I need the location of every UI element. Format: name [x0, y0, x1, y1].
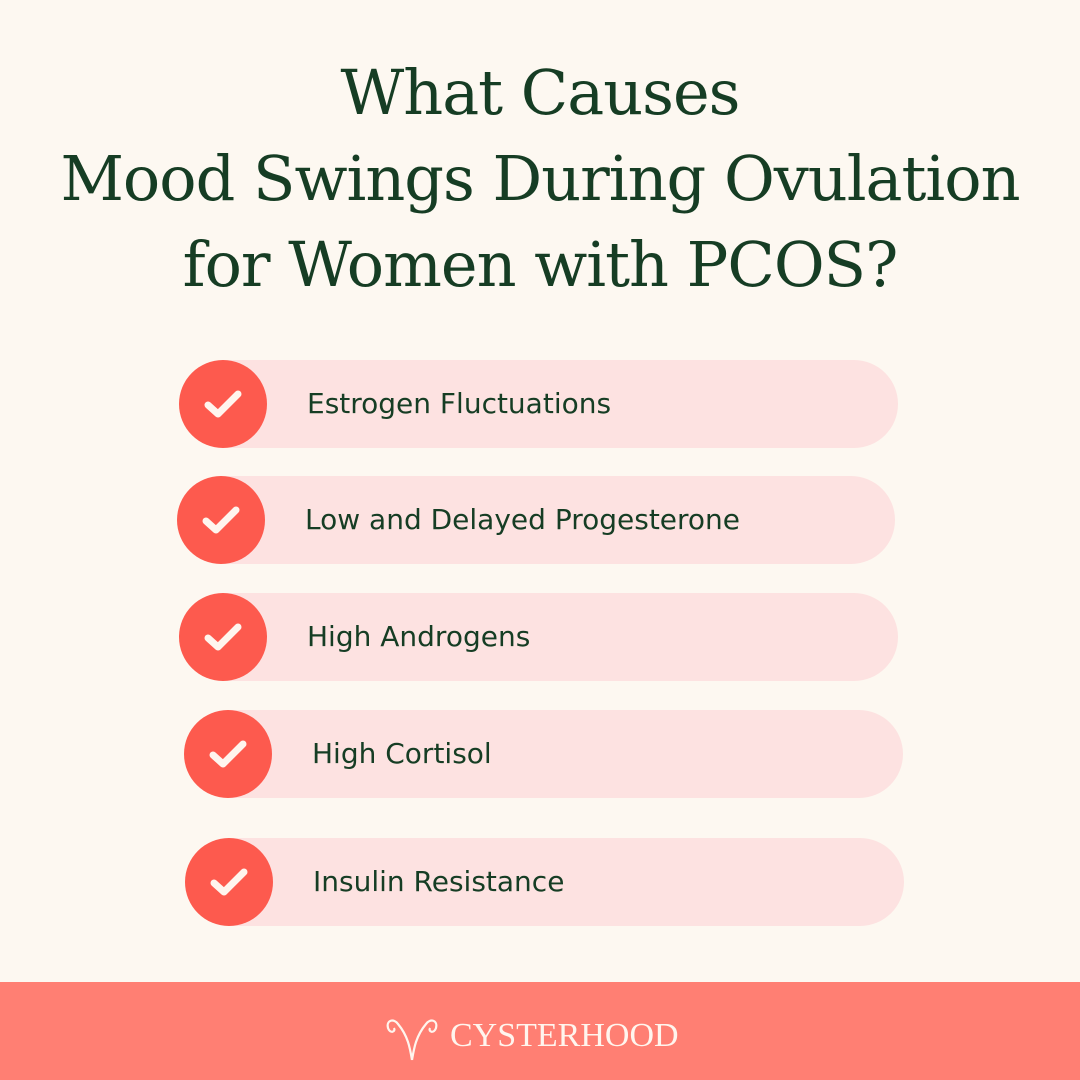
item-label: High Cortisol — [312, 737, 492, 770]
item-label: Low and Delayed Progesterone — [305, 503, 741, 536]
list-item: High Androgens — [179, 593, 898, 681]
check-icon — [202, 506, 240, 534]
check-badge — [179, 593, 267, 681]
page-title: What Causes Mood Swings During Ovulation… — [0, 50, 1080, 308]
list-item: Estrogen Fluctuations — [179, 360, 898, 448]
check-badge — [184, 710, 272, 798]
item-label: Estrogen Fluctuations — [307, 387, 612, 420]
check-icon — [204, 390, 242, 418]
brand-logo: CYSTERHOOD — [384, 1008, 679, 1064]
check-badge — [185, 838, 273, 926]
list-item: Low and Delayed Progesterone — [177, 476, 895, 564]
item-label: High Androgens — [307, 620, 531, 653]
check-icon — [209, 740, 247, 768]
check-badge — [177, 476, 265, 564]
title-line: for Women with PCOS? — [182, 228, 899, 301]
brand-name: CYSTERHOOD — [450, 1017, 679, 1054]
uterus-logo-icon — [386, 1019, 438, 1061]
check-badge — [179, 360, 267, 448]
title-line: Mood Swings During Ovulation — [60, 142, 1020, 215]
list-item: High Cortisol — [184, 710, 903, 798]
item-label: Insulin Resistance — [313, 865, 565, 898]
footer — [0, 982, 1080, 1080]
item-pill — [229, 838, 904, 926]
item-pill — [223, 360, 898, 448]
check-icon — [204, 623, 242, 651]
title-line: What Causes — [340, 56, 741, 129]
item-pill — [221, 476, 895, 564]
item-pill — [223, 593, 898, 681]
list-item: Insulin Resistance — [185, 838, 904, 926]
item-pill — [228, 710, 903, 798]
check-icon — [210, 868, 248, 896]
